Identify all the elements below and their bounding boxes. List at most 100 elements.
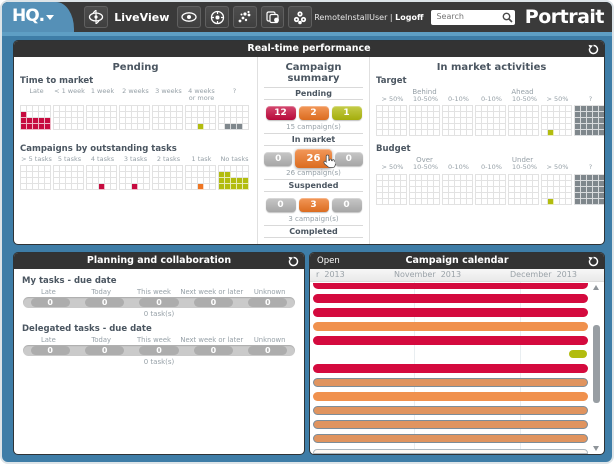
campaign-bar[interactable]: [313, 419, 588, 429]
liveview-logo-icon[interactable]: [84, 6, 109, 28]
status-grid-group: [86, 165, 117, 191]
status-cell: [533, 180, 539, 187]
campaign-bar[interactable]: [313, 283, 588, 289]
tasks-count-value[interactable]: 0: [193, 298, 233, 307]
status-cell: [225, 106, 231, 112]
search-icon[interactable]: [502, 12, 513, 23]
status-cell: [494, 112, 500, 119]
tasks-count-value[interactable]: 0: [30, 298, 70, 307]
status-cell: [482, 118, 488, 125]
planning-panel-header: Planning and collaboration: [14, 253, 304, 269]
open-button[interactable]: Open: [317, 256, 340, 266]
status-cell: [93, 184, 99, 191]
refresh-icon[interactable]: [288, 256, 299, 267]
status-cell: [171, 166, 177, 173]
scroll-down-arrow-icon[interactable]: [593, 446, 599, 451]
status-cell: [587, 106, 593, 113]
campaign-bar[interactable]: [569, 350, 587, 358]
campaign-count-button[interactable]: 0: [331, 243, 362, 244]
status-cell: [461, 174, 467, 181]
status-cell: [593, 192, 599, 199]
campaign-bar[interactable]: [313, 391, 588, 401]
calendar-scrollbar[interactable]: [592, 285, 601, 451]
campaign-count-button[interactable]: 0: [265, 243, 296, 244]
tasks-count-value[interactable]: 0: [193, 346, 233, 355]
campaign-bar[interactable]: [313, 377, 588, 387]
status-cell: [87, 124, 93, 130]
status-cell: [144, 106, 150, 112]
tasks-total-caption: 0 task(s): [143, 310, 175, 318]
campaign-bar[interactable]: [313, 449, 588, 454]
campaign-summary-title: Campaign summary: [285, 62, 342, 84]
campaign-count-button[interactable]: 0: [298, 243, 329, 244]
tasks-count-value[interactable]: 0: [85, 346, 125, 355]
status-cell: [542, 198, 548, 205]
status-cell: [434, 118, 440, 125]
campaign-count-button[interactable]: 3: [298, 197, 329, 212]
status-cell: [383, 118, 389, 125]
hq-logo-curve: [55, 2, 75, 32]
campaign-bar[interactable]: [313, 335, 588, 345]
status-cell: [72, 106, 78, 112]
status-cell: [93, 178, 99, 185]
campaign-bar[interactable]: [313, 405, 588, 415]
refresh-icon[interactable]: [588, 44, 599, 55]
target-axis: > 50% 10-50% 0-10% 0-10% 10-50% > 50%?: [376, 95, 604, 103]
campaign-count-button[interactable]: 2: [298, 105, 329, 120]
status-cell: [401, 180, 407, 187]
logoff-link[interactable]: Logoff: [395, 12, 424, 22]
campaign-bar[interactable]: [313, 293, 588, 303]
refresh-icon[interactable]: [588, 256, 599, 267]
status-cell: [467, 198, 473, 205]
status-cell: [587, 186, 593, 193]
gears-cluster-icon: [294, 10, 307, 24]
tasks-count-value[interactable]: 0: [248, 346, 288, 355]
scrollbar-thumb[interactable]: [593, 325, 600, 403]
calendar-month-header: r 2013 November 2013 December 2013: [310, 269, 604, 282]
status-cell: [72, 178, 78, 185]
hq-menu-button[interactable]: HQ.: [2, 2, 56, 32]
status-cell: [45, 112, 51, 118]
campaign-count-button[interactable]: 12: [265, 105, 296, 120]
status-cell: [548, 106, 554, 113]
status-cell: [120, 106, 126, 112]
campaign-bar[interactable]: [313, 433, 588, 443]
status-cell: [105, 124, 111, 130]
status-cell: [204, 184, 210, 191]
monitor-view-button[interactable]: [205, 6, 229, 28]
campaign-bar[interactable]: [313, 363, 588, 373]
campaign-bar[interactable]: [313, 307, 588, 317]
status-cell: [237, 106, 243, 112]
tasks-count-value[interactable]: 0: [30, 346, 70, 355]
campaign-count-button[interactable]: 0: [331, 197, 362, 212]
process-view-button[interactable]: [288, 6, 313, 28]
eye-view-button[interactable]: [177, 6, 202, 28]
scroll-up-arrow-icon[interactable]: [593, 285, 599, 290]
status-cell: [159, 172, 165, 179]
campaign-count-button[interactable]: 26: [295, 149, 336, 168]
tasks-count-value[interactable]: 0: [139, 298, 179, 307]
status-cell: [237, 172, 243, 179]
status-cell: [153, 124, 159, 130]
tasks-count-value[interactable]: 0: [248, 298, 288, 307]
campaign-count-button[interactable]: 0: [334, 151, 363, 166]
campaign-count-button[interactable]: 0: [265, 197, 296, 212]
status-cell: [72, 124, 78, 130]
status-cell: [27, 118, 33, 124]
tasks-count-value[interactable]: 0: [139, 346, 179, 355]
status-cell: [428, 130, 434, 137]
status-cell: [111, 166, 117, 173]
status-cell: [377, 118, 383, 125]
campaign-count-button[interactable]: 1: [331, 105, 362, 120]
analytics-view-button[interactable]: [232, 6, 257, 28]
status-cell: [449, 124, 455, 131]
campaign-count-button[interactable]: 0: [264, 151, 293, 166]
status-cell: [521, 106, 527, 113]
tasks-count-value[interactable]: 0: [85, 298, 125, 307]
search-input[interactable]: [434, 10, 503, 23]
campaign-bar[interactable]: [313, 321, 588, 331]
status-cell: [554, 186, 560, 193]
documents-view-button[interactable]: [260, 6, 285, 28]
status-cell: [515, 180, 521, 187]
